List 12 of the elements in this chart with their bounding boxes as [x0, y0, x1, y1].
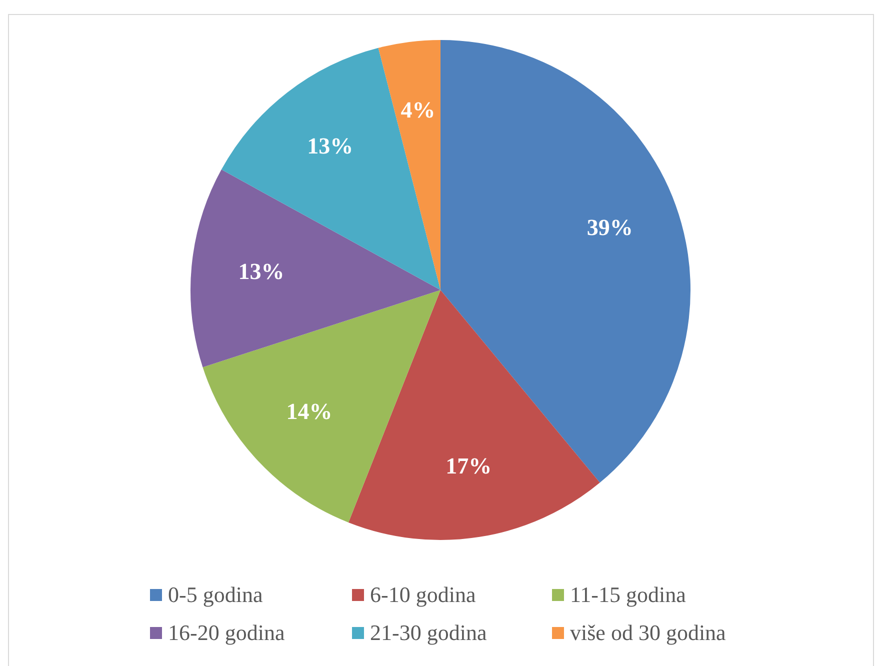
- data-label: 17%: [446, 454, 492, 479]
- data-label: 14%: [286, 399, 332, 424]
- data-label: 39%: [586, 214, 633, 240]
- legend-label: 11-15 godina: [570, 582, 686, 608]
- data-label: 13%: [238, 259, 284, 284]
- legend-label: 16-20 godina: [168, 620, 285, 646]
- data-label: 4%: [400, 97, 436, 122]
- legend-label: 0-5 godina: [168, 582, 263, 608]
- data-label: 13%: [307, 134, 354, 159]
- legend-label: 6-10 godina: [370, 582, 476, 608]
- legend-label: više od 30 godina: [570, 620, 726, 646]
- legend-label: 21-30 godina: [370, 620, 487, 646]
